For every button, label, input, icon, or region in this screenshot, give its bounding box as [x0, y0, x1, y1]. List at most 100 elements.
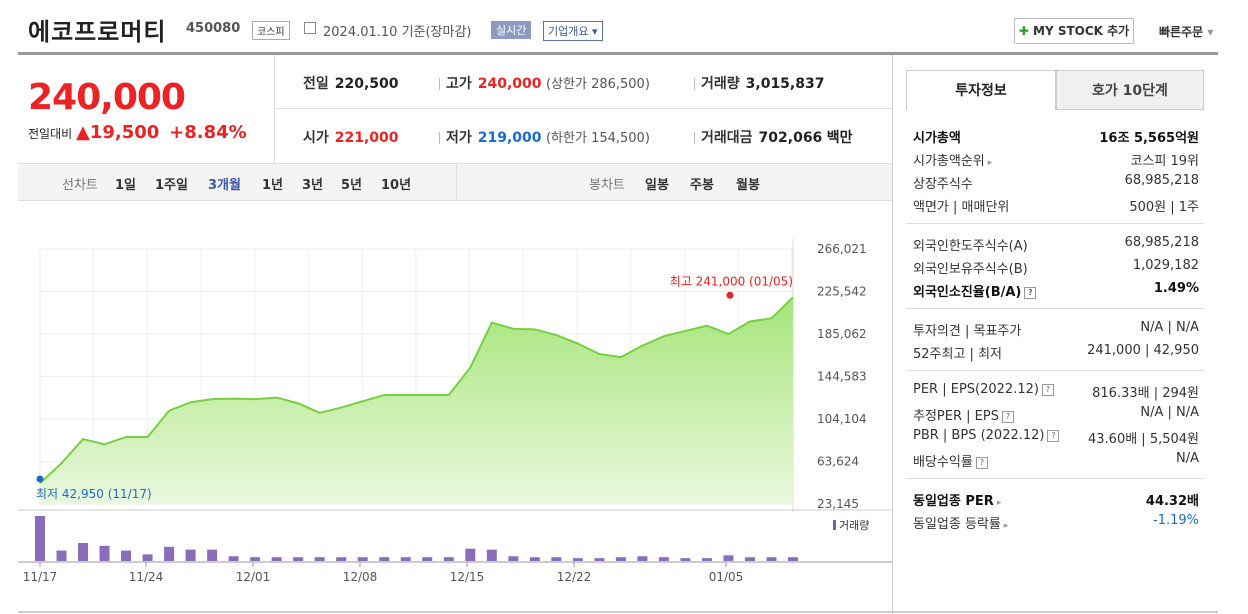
help-icon[interactable]: ?: [1024, 286, 1037, 299]
volume-bar: [486, 549, 497, 561]
company-overview-dropdown[interactable]: 기업개요 ▾: [543, 21, 603, 41]
tab-daily[interactable]: 일봉: [645, 178, 669, 193]
current-price: 240,000: [28, 77, 186, 118]
x-tick-label: 12/08: [343, 570, 378, 584]
invest-key: PBR | BPS (2022.12)?: [913, 428, 1060, 443]
volume-bar: [723, 555, 734, 561]
volume-bar: [658, 557, 669, 561]
volume-bar: [336, 557, 347, 561]
volume-bar: [572, 558, 583, 561]
invest-value: 816.33배 | 294원: [1092, 386, 1199, 401]
bottom-border: [18, 611, 1218, 613]
tab-monthly[interactable]: 월봉: [736, 178, 760, 193]
volume-bar: [207, 549, 218, 561]
tab-order-book[interactable]: 호가 10단계: [1056, 70, 1204, 110]
invest-row: 시가총액 16조 5,565억원: [906, 125, 1204, 148]
price-chart: 266,021 225,542 185,062 144,583 104,104 63,62…: [18, 239, 892, 584]
tab-3m[interactable]: 3개월: [208, 178, 241, 193]
price-change: 전일대비 ▲19,500 +8.84%: [28, 122, 247, 143]
help-icon[interactable]: ?: [975, 456, 988, 469]
volume-bar: [142, 554, 153, 561]
x-tick-label: 11/17: [23, 570, 58, 584]
amount-label: 거래대금: [701, 130, 753, 146]
volume-bar: [400, 557, 411, 561]
tab-3y[interactable]: 3년: [302, 178, 324, 193]
x-tick-label: 12/15: [450, 570, 485, 584]
amount-value: 702,066: [758, 130, 823, 146]
amount-unit: 백만: [826, 130, 853, 146]
invest-row: 배당수익률? N/A: [906, 449, 1204, 472]
volume-bar: [680, 558, 691, 561]
volume-bar: [594, 558, 605, 561]
tab-1y[interactable]: 1년: [262, 178, 284, 193]
plus-icon: ✚: [1018, 24, 1029, 38]
volume-bar: [250, 557, 261, 561]
volume-bar: [422, 557, 433, 561]
arrow-right-icon[interactable]: ▸: [993, 498, 1002, 508]
stock-code: 450080: [186, 21, 241, 36]
help-icon[interactable]: ?: [1001, 410, 1014, 423]
arrow-right-icon[interactable]: ▸: [1000, 521, 1009, 531]
volume-bar: [379, 557, 390, 561]
low-price: 저가 219,000 (하한가 154,500): [433, 127, 650, 147]
market-badge: 코스피: [252, 21, 290, 40]
high-value: 240,000: [477, 76, 542, 92]
prev-close-label: 전일: [303, 76, 329, 92]
price-line: [39, 296, 794, 484]
tab-invest-info[interactable]: 투자정보: [906, 70, 1056, 110]
invest-value: N/A | N/A: [1140, 320, 1199, 335]
high-marker: [726, 291, 734, 299]
open-value: 221,000: [334, 130, 399, 146]
separator: [439, 132, 440, 144]
stock-name: 에코프로머티: [28, 18, 167, 46]
my-stock-add-button[interactable]: ✚ MY STOCK 추가: [1014, 18, 1134, 44]
help-icon[interactable]: ?: [1041, 383, 1054, 396]
invest-value: 1,029,182: [1132, 258, 1199, 273]
y-tick-label: 104,104: [817, 412, 867, 426]
x-tick-label: 11/24: [129, 570, 164, 584]
volume-bar: [788, 557, 798, 561]
volume-bar: [78, 543, 89, 561]
separator: [694, 132, 695, 144]
arrow-right-icon[interactable]: ▸: [984, 158, 993, 168]
invest-key: 시가총액순위 ▸: [913, 154, 993, 169]
invest-key: 상장주식수: [913, 177, 973, 192]
calendar-icon: [304, 22, 316, 34]
tab-1w[interactable]: 1주일: [155, 178, 188, 193]
invest-value: 16조 5,565억원: [1099, 131, 1199, 146]
invest-key: 외국인보유주식수(B): [913, 262, 1028, 277]
chart-tabbar: 선차트 1일 1주일 3개월 1년 3년 5년 10년 봉차트 일봉 주봉 월봉: [18, 163, 892, 201]
invest-row: PER | EPS(2022.12)? 816.33배 | 294원: [906, 380, 1204, 403]
diff-value: ▲19,500: [76, 122, 160, 143]
tab-10y[interactable]: 10년: [381, 178, 412, 193]
y-tick-label: 266,021: [817, 242, 867, 256]
realtime-button[interactable]: 실시간: [491, 21, 532, 39]
invest-value: 500원 | 1주: [1129, 200, 1199, 215]
candle-chart-label: 봉차트: [589, 178, 625, 193]
tab-1d[interactable]: 1일: [115, 178, 137, 193]
upper-limit: (상한가 286,500): [545, 77, 650, 92]
separator: [439, 78, 440, 90]
tab-5y[interactable]: 5년: [341, 178, 363, 193]
volume-bar: [228, 556, 239, 561]
section-divider: [906, 308, 1204, 309]
x-tick-label: 12/22: [557, 570, 592, 584]
volume-bar: [99, 545, 110, 561]
volume-bar: [121, 550, 132, 561]
section-divider: [906, 223, 1204, 224]
volume-bar: [529, 557, 540, 561]
price-panel: 240,000 전일대비 ▲19,500 +8.84% 전일 220,500 고가…: [18, 55, 893, 614]
tab-weekly[interactable]: 주봉: [690, 178, 714, 193]
invest-value: 68,985,218: [1124, 235, 1199, 250]
x-tick-label: 01/05: [709, 570, 744, 584]
invest-row: 투자의견 | 목표주가 N/A | N/A: [906, 318, 1204, 341]
quick-order-dropdown[interactable]: 빠른주문 ▾: [1159, 23, 1213, 40]
y-tick-label: 23,145: [817, 497, 859, 511]
volume-bar: [443, 557, 454, 561]
help-icon[interactable]: ?: [1047, 429, 1060, 442]
invest-value: N/A: [1176, 451, 1199, 466]
line-chart-label: 선차트: [62, 178, 98, 193]
invest-row: 추정PER | EPS? N/A | N/A: [906, 403, 1204, 426]
invest-row: 시가총액순위 ▸ 코스피 19위: [906, 148, 1204, 171]
invest-value: 코스피 19위: [1130, 154, 1199, 169]
